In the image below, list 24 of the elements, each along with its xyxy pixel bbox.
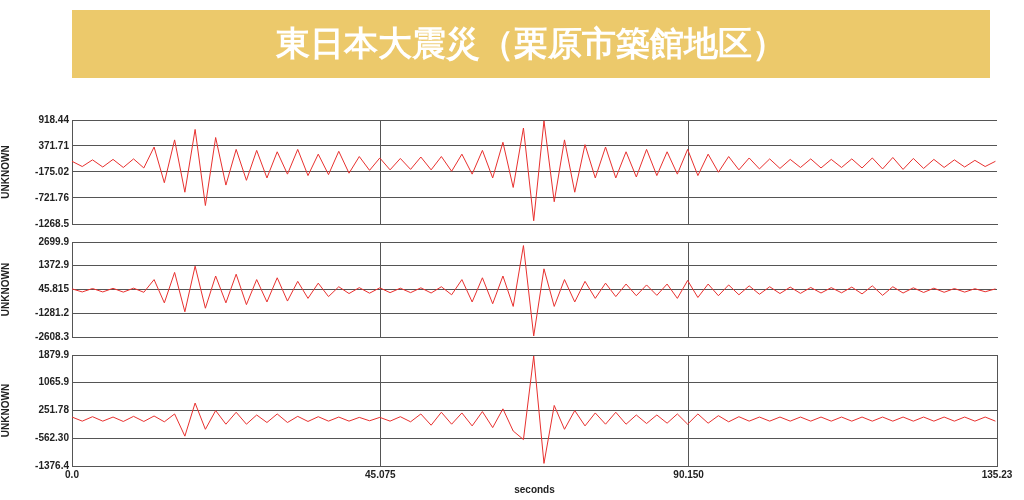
y-tick-label: 1372.9 — [38, 259, 70, 271]
x-axis-title: seconds — [514, 483, 556, 495]
y-tick-label: -1268.5 — [35, 217, 70, 229]
x-tick-label: 135.23 — [981, 468, 1013, 480]
y-tick-label: 251.78 — [38, 404, 70, 416]
y-tick-label: 1879.9 — [38, 348, 70, 360]
y-axis-title: UNKNOWN — [0, 262, 11, 317]
x-tick-label: 0.0 — [65, 468, 80, 480]
y-tick-label: -2608.3 — [35, 330, 70, 342]
y-tick-label: 45.815 — [38, 283, 70, 295]
y-tick-label: 918.44 — [38, 113, 70, 125]
chart-title: 東日本大震災（栗原市築館地区） — [72, 10, 990, 78]
x-tick-label: 45.075 — [365, 468, 397, 480]
y-axis-title: UNKNOWN — [0, 145, 11, 199]
y-tick-label: 2699.9 — [38, 235, 70, 247]
y-tick-label: -1281.2 — [35, 307, 70, 318]
y-tick-label: 1065.9 — [38, 376, 70, 388]
y-tick-label: -1376.4 — [35, 459, 70, 471]
y-tick-label: -721.76 — [35, 191, 70, 203]
y-tick-label: 371.71 — [38, 139, 70, 151]
y-tick-label: -562.30 — [35, 432, 70, 443]
y-axis-title: UNKNOWN — [0, 383, 11, 438]
y-tick-label: -175.02 — [35, 165, 70, 177]
x-tick-label: 90.150 — [673, 468, 705, 480]
